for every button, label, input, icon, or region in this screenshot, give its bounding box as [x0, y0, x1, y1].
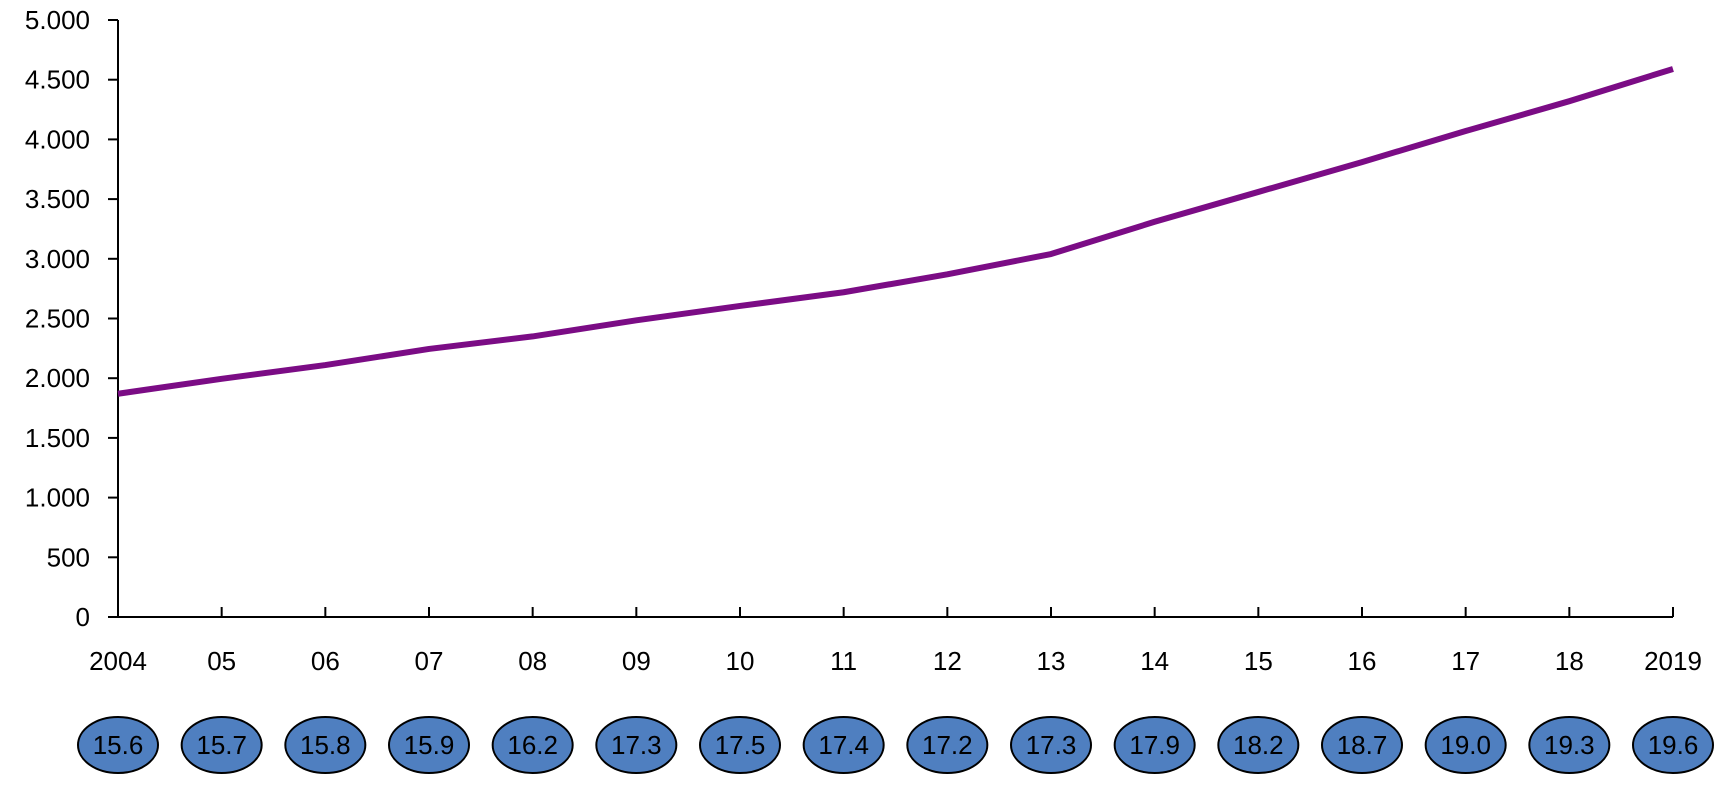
annotation-badge: 16.2: [491, 716, 574, 774]
annotation-badge-shape: [802, 716, 885, 774]
y-tick-label: 4.000: [25, 124, 90, 154]
x-tick-label: 08: [518, 646, 547, 676]
y-tick-label: 500: [47, 542, 90, 572]
annotation-badge: 15.8: [284, 716, 367, 774]
annotation-badge-shape: [77, 716, 159, 774]
annotation-badge-shape: [1113, 716, 1196, 774]
annotation-badge-label: 17.9: [1129, 730, 1180, 760]
y-axis-ticks: 0 500 1.000 1.500 2.000 2.500 3.000 3.500 4.000 4…: [25, 5, 118, 632]
x-tick-label: 11: [830, 646, 857, 676]
series-layer: [117, 66, 1674, 397]
x-tick-label: 07: [415, 646, 444, 676]
x-axis-ticks: 2004 05 06 07 08 09 10 11 12 13 14 15 16 17 18 2019: [89, 607, 1702, 676]
annotation-badge-shape: [388, 716, 470, 774]
y-tick-label: 2.000: [25, 363, 90, 393]
y-tick-label: 3.000: [25, 244, 90, 274]
annotation-badge-label: 17.5: [715, 730, 766, 760]
y-tick-label: 1.500: [25, 423, 90, 453]
x-tick-label: 09: [622, 646, 651, 676]
annotation-badge: 19.0: [1424, 716, 1507, 774]
y-tick-label: 2.500: [25, 304, 90, 334]
annotation-badge-shape: [1217, 716, 1300, 774]
annotation-badge-shape: [906, 716, 989, 774]
annotation-badge: 17.9: [1113, 716, 1196, 774]
x-tick-label: 06: [311, 646, 340, 676]
annotation-badge-shape: [284, 716, 367, 774]
x-tick-label: 05: [207, 646, 236, 676]
x-tick-label: 17: [1451, 646, 1480, 676]
annotation-badge: 17.2: [906, 716, 989, 774]
annotation-badge-label: 18.7: [1337, 730, 1388, 760]
annotation-badge-label: 19.3: [1544, 730, 1595, 760]
annotation-badge: 19.6: [1632, 716, 1714, 774]
annotation-badge-label: 17.3: [1026, 730, 1077, 760]
x-tick-label: 10: [726, 646, 755, 676]
annotation-badge-label: 15.9: [404, 730, 455, 760]
annotation-badge: 15.7: [180, 716, 263, 774]
annotation-badges: 15.6 15.7 15.8 15.9 16.2 17.3 17.5 17.4 17.2 17.3…: [77, 716, 1714, 774]
x-tick-label: 13: [1037, 646, 1066, 676]
annotation-badge: 17.3: [1010, 716, 1092, 774]
x-tick-label: 12: [933, 646, 962, 676]
annotation-badge: 17.5: [699, 716, 781, 774]
annotation-badge-shape: [1010, 716, 1092, 774]
annotation-badge-shape: [1424, 716, 1507, 774]
annotation-badge: 19.3: [1528, 716, 1611, 774]
y-tick-label: 1.000: [25, 483, 90, 513]
annotation-badge-label: 15.8: [300, 730, 351, 760]
annotation-badge: 18.2: [1217, 716, 1300, 774]
annotation-badge: 15.6: [77, 716, 159, 774]
annotation-badge-label: 19.0: [1440, 730, 1491, 760]
annotation-badge-label: 17.4: [818, 730, 869, 760]
annotation-badge-label: 18.2: [1233, 730, 1284, 760]
annotation-badge-shape: [1321, 716, 1403, 774]
annotation-badge-label: 17.3: [611, 730, 662, 760]
x-tick-label: 18: [1555, 646, 1584, 676]
y-tick-label: 0: [76, 602, 90, 632]
annotation-badge-shape: [699, 716, 781, 774]
axes: [117, 20, 1673, 618]
annotation-badge-label: 17.2: [922, 730, 973, 760]
series-line: [117, 66, 1674, 397]
annotation-badge: 17.4: [802, 716, 885, 774]
annotation-badge: 17.3: [595, 716, 678, 774]
annotation-badge-shape: [1632, 716, 1714, 774]
annotation-badge-label: 19.6: [1648, 730, 1699, 760]
annotation-badge-shape: [180, 716, 263, 774]
annotation-badge-shape: [491, 716, 574, 774]
y-tick-label: 5.000: [25, 5, 90, 35]
annotation-badge-label: 16.2: [507, 730, 558, 760]
annotation-badge-label: 15.6: [93, 730, 144, 760]
annotation-badge: 18.7: [1321, 716, 1403, 774]
x-tick-label: 15: [1244, 646, 1273, 676]
y-tick-label: 4.500: [25, 65, 90, 95]
y-tick-label: 3.500: [25, 184, 90, 214]
x-tick-label: 2004: [89, 646, 147, 676]
x-tick-label: 2019: [1644, 646, 1702, 676]
x-tick-label: 16: [1348, 646, 1377, 676]
annotation-badge: 15.9: [388, 716, 470, 774]
annotation-badge-shape: [1528, 716, 1611, 774]
annotation-badge-shape: [595, 716, 678, 774]
x-tick-label: 14: [1140, 646, 1169, 676]
annotation-badge-label: 15.7: [196, 730, 247, 760]
